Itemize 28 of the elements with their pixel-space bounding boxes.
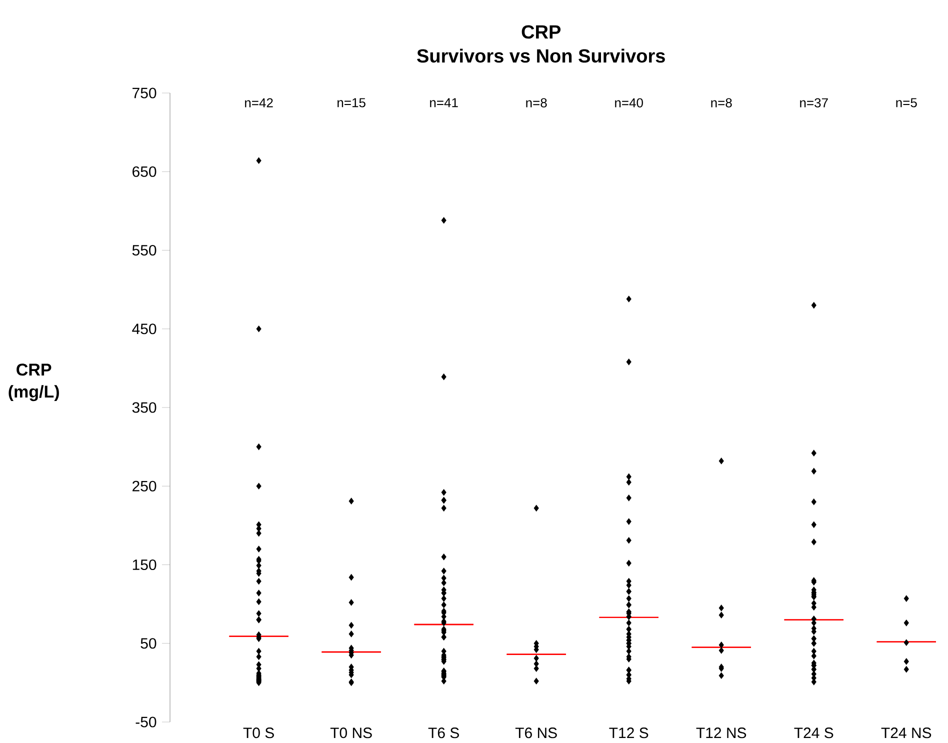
y-tick-label: 650 xyxy=(132,166,156,177)
annotation: n=41 xyxy=(430,98,458,108)
y-tick-label: 150 xyxy=(132,559,156,570)
annotation: n=42 xyxy=(245,98,273,108)
y-tick-label: -50 xyxy=(136,716,156,728)
y-axis-title: CRP (mg/L) xyxy=(8,364,59,402)
y-tick-label: 450 xyxy=(132,324,156,334)
annotation: n=8 xyxy=(526,98,547,108)
y-tick-label: 550 xyxy=(132,244,156,256)
y-tick-label: 250 xyxy=(132,480,156,492)
x-tick-label: T6 S xyxy=(428,728,459,738)
x-tick-label: T6 NS xyxy=(515,728,557,738)
y-tick-label: 350 xyxy=(132,402,156,413)
annotation: n=8 xyxy=(711,98,732,108)
x-tick-label: T12 NS xyxy=(696,728,746,738)
chart-subtitle: Survivors vs Non Survivors xyxy=(417,48,665,63)
annotation: n=40 xyxy=(615,98,643,108)
annotation: n=37 xyxy=(800,98,828,108)
annotation: n=5 xyxy=(896,98,917,108)
x-tick-label: T12 S xyxy=(609,728,648,738)
x-tick-label: T24 S xyxy=(794,728,834,738)
x-tick-label: T24 NS xyxy=(881,728,932,738)
x-tick-label: T0 S xyxy=(243,728,274,738)
x-tick-label: T0 NS xyxy=(330,728,372,738)
chart-title: CRP xyxy=(522,25,561,39)
y-tick-label: 750 xyxy=(132,88,156,98)
annotation: n=15 xyxy=(338,98,366,108)
y-tick-label: 50 xyxy=(140,638,156,649)
